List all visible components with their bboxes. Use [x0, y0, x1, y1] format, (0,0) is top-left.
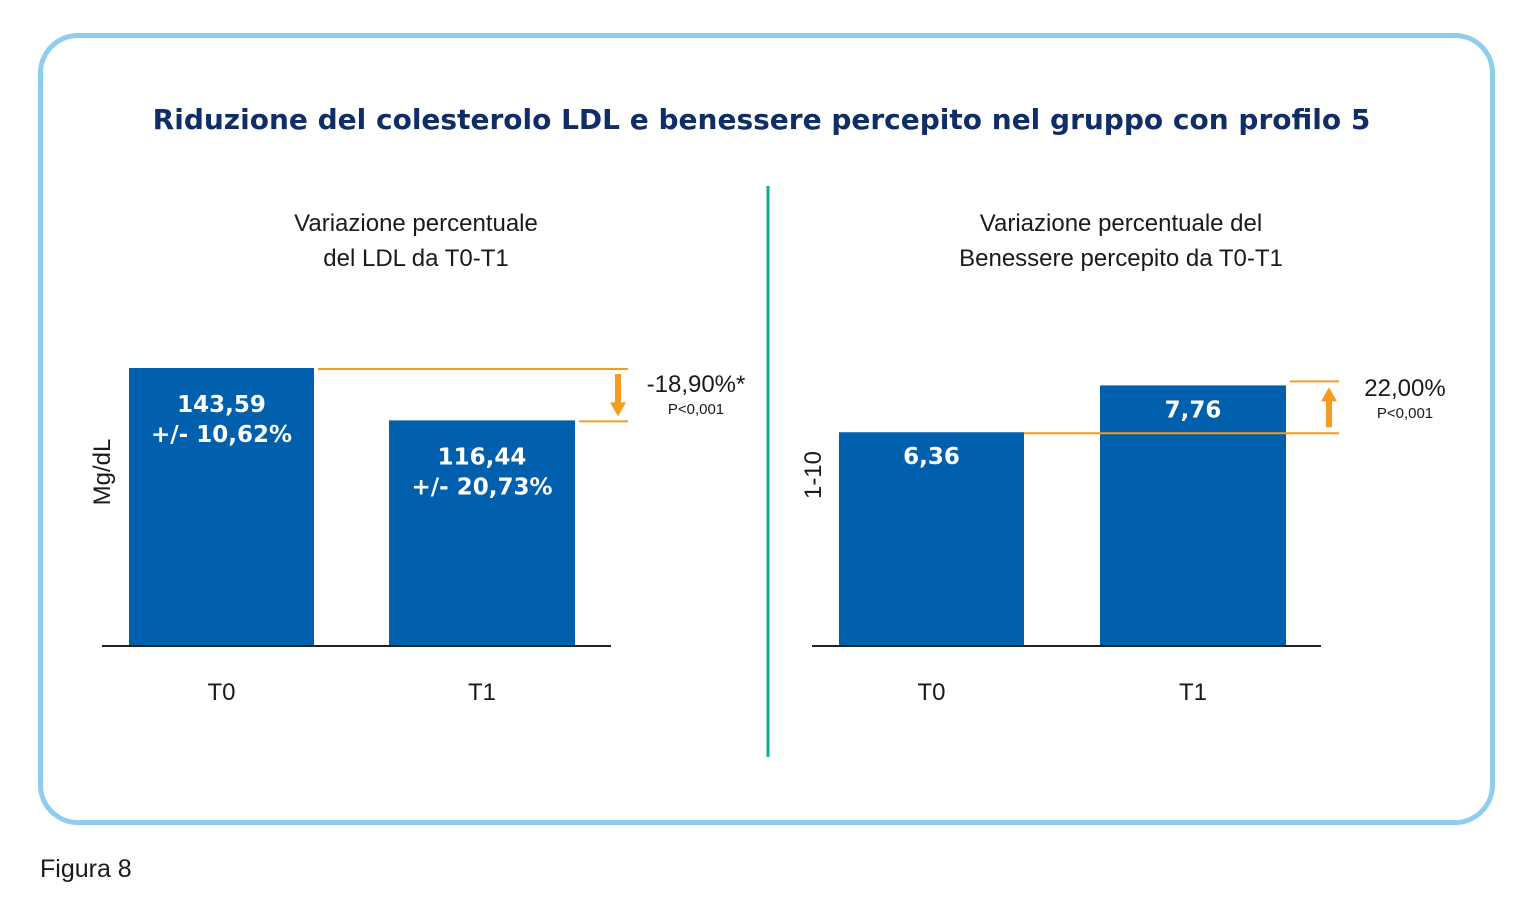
x-tick-label: T0 — [207, 679, 235, 706]
figure-title: Riduzione del colesterolo LDL e benesser… — [152, 103, 1371, 136]
up-arrow-icon — [1321, 387, 1337, 428]
x-tick-label: T1 — [468, 679, 496, 706]
bar-t0 — [129, 368, 314, 645]
chart-subtitle-line: Benessere percepito da T0-T1 — [959, 245, 1283, 272]
chart-subtitle-line: del LDL da T0-T1 — [323, 245, 508, 272]
y-axis-label: Mg/dL — [89, 439, 116, 506]
wellbeing-chart: Variazione percentuale del Benessere perc… — [800, 210, 1446, 706]
bar-value-label: +/- 10,62% — [151, 422, 292, 448]
bar-value-label: +/- 20,73% — [411, 474, 552, 500]
y-axis-label: 1-10 — [800, 451, 827, 499]
bar-t0 — [839, 432, 1024, 645]
p-value-label: P<0,001 — [1377, 405, 1433, 422]
chart-subtitle-line: Variazione percentuale del — [980, 210, 1262, 237]
bar-value-label: 116,44 — [438, 444, 527, 470]
p-value-label: P<0,001 — [668, 401, 724, 418]
percent-change-label: -18,90%* — [647, 371, 746, 398]
x-tick-label: T1 — [1179, 679, 1207, 706]
ldl-chart: Variazione percentuale del LDL da T0-T1 Mg… — [89, 210, 745, 706]
bar-value-label: 143,59 — [177, 392, 266, 418]
x-tick-label: T0 — [917, 679, 945, 706]
bar-t1 — [1100, 385, 1286, 645]
percent-change-label: 22,00% — [1364, 375, 1445, 402]
bar-value-label: 6,36 — [903, 444, 960, 470]
bar-t1 — [389, 420, 575, 645]
figure-caption: Figura 8 — [40, 855, 132, 883]
bar-value-label: 7,76 — [1165, 397, 1222, 423]
chart-subtitle-line: Variazione percentuale — [294, 210, 538, 237]
down-arrow-icon — [610, 374, 626, 417]
